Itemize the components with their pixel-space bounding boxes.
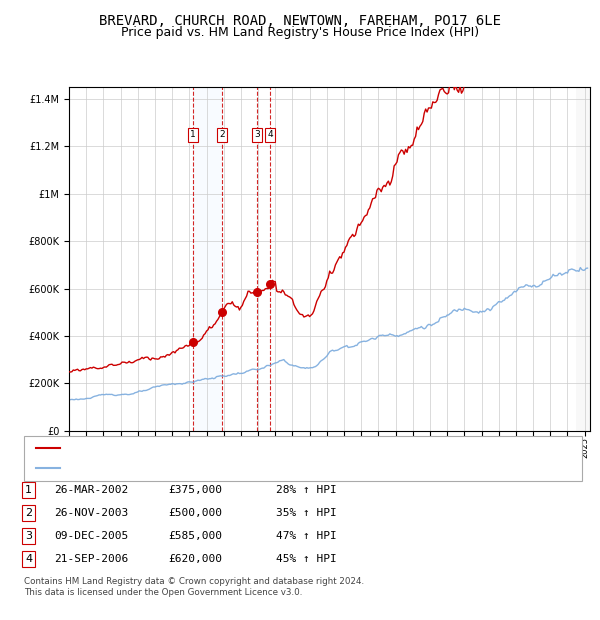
Text: 21-SEP-2006: 21-SEP-2006 <box>54 554 128 564</box>
Text: £585,000: £585,000 <box>168 531 222 541</box>
Text: This data is licensed under the Open Government Licence v3.0.: This data is licensed under the Open Gov… <box>24 588 302 597</box>
Text: 2: 2 <box>219 130 225 140</box>
Text: 26-NOV-2003: 26-NOV-2003 <box>54 508 128 518</box>
Text: 4: 4 <box>25 554 32 564</box>
Text: 28% ↑ HPI: 28% ↑ HPI <box>276 485 337 495</box>
Text: 1: 1 <box>25 485 32 495</box>
Text: BREVARD, CHURCH ROAD, NEWTOWN, FAREHAM, PO17 6LE (detached house): BREVARD, CHURCH ROAD, NEWTOWN, FAREHAM, … <box>63 443 468 453</box>
Text: 3: 3 <box>254 130 260 140</box>
Text: £620,000: £620,000 <box>168 554 222 564</box>
Text: 26-MAR-2002: 26-MAR-2002 <box>54 485 128 495</box>
Bar <box>193 87 222 431</box>
Text: 1: 1 <box>190 130 196 140</box>
Text: 45% ↑ HPI: 45% ↑ HPI <box>276 554 337 564</box>
Text: 2: 2 <box>25 508 32 518</box>
Text: £375,000: £375,000 <box>168 485 222 495</box>
Text: 4: 4 <box>268 130 273 140</box>
Text: Contains HM Land Registry data © Crown copyright and database right 2024.: Contains HM Land Registry data © Crown c… <box>24 577 364 586</box>
Text: HPI: Average price, detached house, Winchester: HPI: Average price, detached house, Winc… <box>63 463 314 473</box>
Text: 09-DEC-2005: 09-DEC-2005 <box>54 531 128 541</box>
Text: 35% ↑ HPI: 35% ↑ HPI <box>276 508 337 518</box>
Text: £500,000: £500,000 <box>168 508 222 518</box>
Text: 47% ↑ HPI: 47% ↑ HPI <box>276 531 337 541</box>
Text: Price paid vs. HM Land Registry's House Price Index (HPI): Price paid vs. HM Land Registry's House … <box>121 26 479 39</box>
Bar <box>576 87 590 431</box>
Text: BREVARD, CHURCH ROAD, NEWTOWN, FAREHAM, PO17 6LE: BREVARD, CHURCH ROAD, NEWTOWN, FAREHAM, … <box>99 14 501 28</box>
Text: 3: 3 <box>25 531 32 541</box>
